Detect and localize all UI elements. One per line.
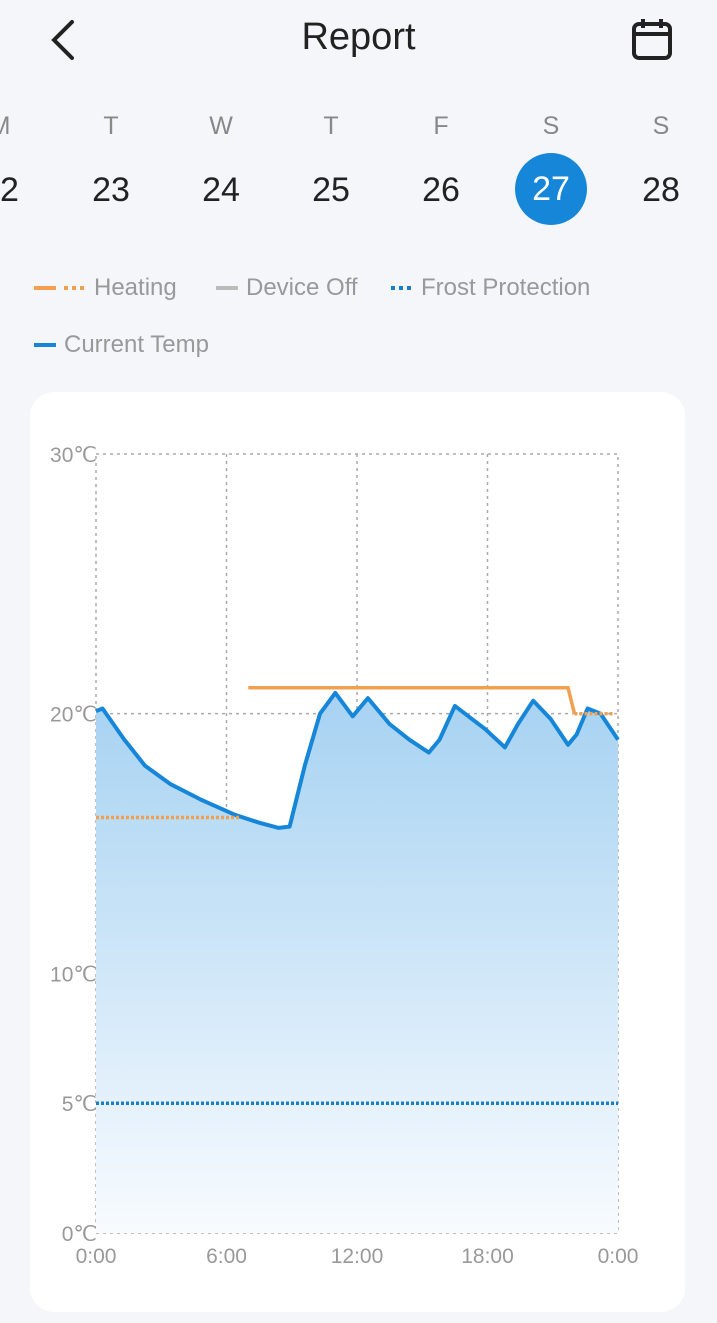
x-tick-label: 0:00 (76, 1245, 117, 1268)
day-of-week: F (433, 112, 449, 140)
x-tick-label: 18:00 (461, 1245, 514, 1268)
day-of-week: T (323, 112, 339, 140)
current-temp-line (95, 690, 620, 830)
x-tick-label: 12:00 (331, 1245, 384, 1268)
day-28[interactable]: 28 (642, 171, 680, 209)
day-of-week: T (103, 112, 119, 140)
day-22[interactable]: 22 (0, 171, 19, 209)
day-25[interactable]: 25 (312, 171, 350, 209)
legend-label: Current Temp (64, 331, 209, 358)
legend-label: Device Off (246, 274, 358, 301)
day-of-week: S (542, 112, 560, 140)
legend-heating: Heating (34, 274, 177, 302)
day-of-week: M (0, 112, 30, 141)
day-26[interactable]: 26 (422, 171, 460, 209)
heating-line (248, 685, 577, 715)
chevron-left-icon (51, 20, 74, 60)
x-tick-label: 0:00 (598, 1245, 639, 1268)
day-23[interactable]: 23 (92, 171, 130, 209)
day-of-week: S (652, 112, 670, 140)
calendar-icon (632, 19, 672, 60)
legend-frost: Frost Protection (391, 274, 590, 302)
calendar-button[interactable] (630, 16, 676, 62)
day-of-week: W (209, 112, 233, 140)
legend-label: Frost Protection (421, 274, 591, 301)
y-tick-label: 20℃ (50, 704, 97, 727)
current-temp-area (96, 692, 618, 1233)
x-tick-label: 6:00 (206, 1245, 247, 1268)
legend-current: Current Temp (34, 331, 209, 359)
day-24[interactable]: 24 (202, 171, 240, 209)
y-tick-label: 30℃ (50, 444, 97, 467)
back-button[interactable] (44, 16, 84, 64)
y-tick-label: 10℃ (50, 963, 97, 986)
day-27[interactable]: 27 (515, 153, 587, 225)
legend-label: Heating (94, 274, 177, 301)
legend-device-off: Device Off (216, 274, 358, 302)
y-tick-label: 0℃ (62, 1223, 97, 1246)
page-title: Report (301, 16, 416, 58)
y-tick-label: 5℃ (62, 1093, 97, 1116)
